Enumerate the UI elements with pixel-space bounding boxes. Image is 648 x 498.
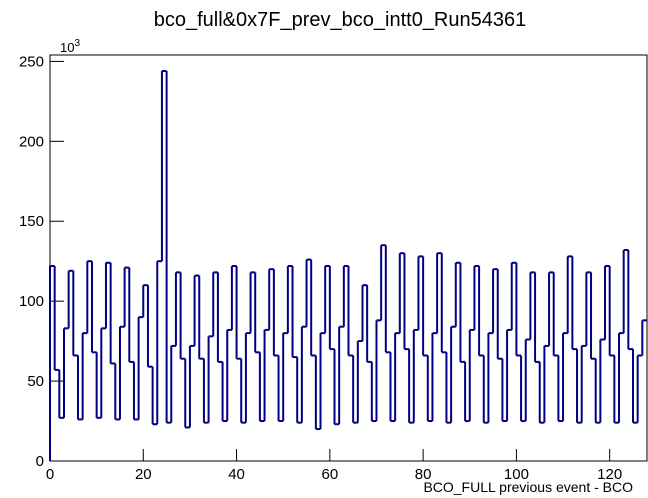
x-tick-label: 60 xyxy=(322,466,339,483)
x-tick-label: 80 xyxy=(415,466,432,483)
y-tick-label: 250 xyxy=(19,53,44,70)
y-tick-label: 0 xyxy=(36,453,44,470)
chart-title: bco_full&0x7F_prev_bco_intt0_Run54361 xyxy=(154,9,527,31)
x-tick-label: 100 xyxy=(504,466,529,483)
y-tick-label: 50 xyxy=(27,373,44,390)
x-tick-label: 20 xyxy=(135,466,152,483)
x-tick-label: 120 xyxy=(597,466,622,483)
y-tick-label: 200 xyxy=(19,133,44,150)
x-axis-label: BCO_FULL previous event - BCO xyxy=(423,479,633,495)
y-scale-base: 10 xyxy=(60,40,74,55)
y-tick-label: 100 xyxy=(19,293,44,310)
y-scale-label: 103 xyxy=(60,38,80,55)
x-tick-label: 40 xyxy=(228,466,245,483)
y-tick-label: 150 xyxy=(19,213,44,230)
plot-frame xyxy=(49,54,648,462)
y-scale-exponent: 3 xyxy=(74,38,80,49)
x-tick-label: 0 xyxy=(46,466,54,483)
